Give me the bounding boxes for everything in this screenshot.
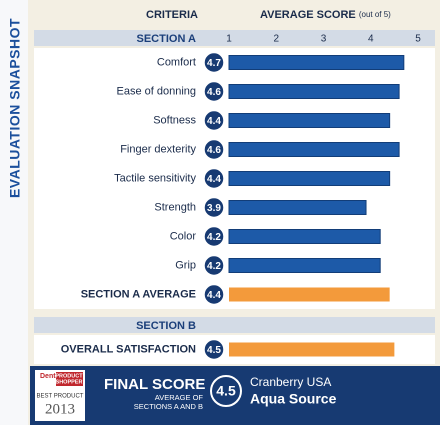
bar <box>229 287 390 302</box>
value-label: 4.4 <box>207 116 221 127</box>
value-label: 4.4 <box>207 290 221 301</box>
logo-badge <box>56 372 83 386</box>
section-band <box>34 30 435 46</box>
x-tick-label: 5 <box>415 34 421 45</box>
bar <box>228 258 381 273</box>
value-badge <box>203 254 225 277</box>
chart: SECTION A 1 2 3 4 5 Comfort 4.7 Ease of donning 4… <box>34 30 435 364</box>
final-score-badge <box>210 375 242 407</box>
value-header-note: (out of 5) <box>359 10 391 19</box>
logo-text: BEST PRODUCT <box>37 394 84 400</box>
value-label: 4.6 <box>207 145 221 156</box>
product: Aqua Source <box>250 391 337 407</box>
value-badge <box>203 167 225 190</box>
final-score-note: SECTIONS A AND B <box>134 402 203 411</box>
category-label: Finger dexterity <box>120 143 196 155</box>
category-label: Ease of donning <box>116 85 196 97</box>
category-label: SECTION A AVERAGE <box>81 288 196 300</box>
section-name: SECTION B <box>136 320 196 332</box>
category-label: Tactile sensitivity <box>114 172 196 184</box>
x-tick-label: 4 <box>368 34 374 45</box>
logo-text: SHOPPER <box>56 379 83 385</box>
bar <box>228 200 367 215</box>
final-score-label: FINAL SCORE <box>104 376 205 393</box>
x-tick-label: 2 <box>273 34 279 45</box>
value-badge <box>203 109 225 132</box>
logo-text: Dental <box>40 373 61 380</box>
bar <box>229 342 395 357</box>
value-label: 4.6 <box>207 87 221 98</box>
bar <box>228 171 391 186</box>
value-badge <box>203 196 225 219</box>
x-tick-label: 1 <box>226 34 232 45</box>
side-strip <box>0 0 28 425</box>
value-badge <box>203 80 225 103</box>
bar <box>228 229 381 244</box>
value-header: AVERAGE SCORE (out of 5) <box>260 9 391 21</box>
category-label: OVERALL SATISFACTION <box>61 343 196 355</box>
value-label: 4.4 <box>207 174 221 185</box>
logo-text: PRODUCT <box>55 373 83 379</box>
category-label: Strength <box>154 201 196 213</box>
category-label: Softness <box>153 114 196 126</box>
value-header-main: AVERAGE SCORE <box>260 9 356 21</box>
logo-year: 2013 <box>45 401 75 417</box>
value-label: 4.7 <box>207 58 221 69</box>
bar <box>228 113 391 128</box>
category-label: Color <box>170 230 197 242</box>
value-badge <box>203 283 225 306</box>
category-label: Grip <box>175 259 196 271</box>
bar <box>228 55 405 70</box>
category-header: CRITERIA <box>146 9 198 21</box>
value-badge <box>203 51 225 74</box>
brand: Cranberry USA <box>250 375 331 389</box>
section-band <box>34 317 435 333</box>
value-label: 4.2 <box>207 232 221 243</box>
final-score-note: AVERAGE OF <box>155 393 204 402</box>
value-label: 4.2 <box>207 261 221 272</box>
value-label: 3.9 <box>207 203 221 214</box>
value-label: 4.5 <box>207 345 221 356</box>
bar <box>228 84 400 99</box>
value-badge <box>203 138 225 161</box>
bar <box>228 142 400 157</box>
page-title: EVALUATION SNAPSHOT <box>7 18 23 198</box>
value-badge <box>203 338 225 361</box>
category-label: Comfort <box>157 56 196 68</box>
section-name: SECTION A <box>137 33 197 45</box>
value-badge <box>203 225 225 248</box>
x-tick-label: 3 <box>321 34 327 45</box>
final-score: 4.5 <box>216 383 236 399</box>
